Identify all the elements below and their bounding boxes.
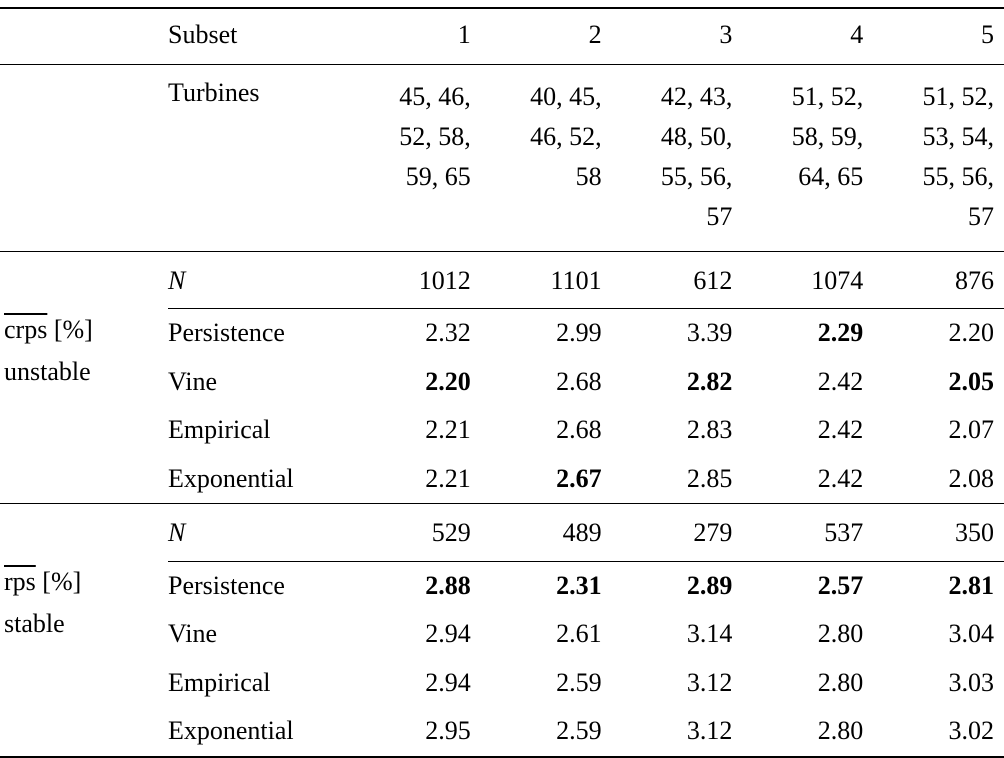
- spacer-cell: [0, 504, 168, 562]
- n-value-cell: 1074: [742, 251, 874, 309]
- score-cell: 2.32: [425, 318, 471, 347]
- score-cell: 3.04: [948, 619, 995, 648]
- score-cell: 3.12: [686, 667, 733, 697]
- score-cell: 2.95: [350, 707, 481, 758]
- method-label: Vine: [168, 366, 217, 396]
- n-value-cell: 537: [742, 503, 874, 562]
- subset-column-header: 3: [611, 7, 743, 65]
- regime-label: unstable: [4, 356, 91, 386]
- score-cell: 2.42: [817, 415, 864, 444]
- method-label: Empirical: [168, 667, 271, 697]
- turbines-cell: 42, 43, 48, 50, 55, 56, 57: [611, 64, 743, 252]
- turbines-row: Turbines 45, 46, 52, 58, 59, 65 40, 45, …: [0, 64, 1004, 252]
- turbines-cell: 40, 45, 46, 52, 58: [480, 64, 612, 252]
- n-value-cell: 612: [611, 251, 743, 309]
- method-label: Persistence: [168, 570, 285, 600]
- score-cell: 2.20: [425, 366, 471, 396]
- turbines-cell: 51, 52, 58, 59, 64, 65: [742, 64, 874, 252]
- score-cell: 2.88: [425, 570, 471, 600]
- score-cell: 3.14: [686, 619, 733, 648]
- turbines-cell: 51, 52, 53, 54, 55, 56, 57: [873, 64, 1004, 252]
- score-cell: 2.21: [350, 454, 481, 504]
- method-row-empirical: Empirical 2.21 2.68 2.83 2.42 2.07: [0, 406, 1004, 455]
- n-value-cell: 1101: [480, 251, 612, 309]
- score-cell: 2.05: [948, 366, 995, 396]
- score-cell: 2.99: [556, 318, 602, 347]
- metric-name: rps [%]: [4, 567, 82, 596]
- spacer-cell: [0, 64, 168, 252]
- metric-group-label: crps [%] unstable: [0, 308, 168, 504]
- n-row: N 529 489 279 537 350: [0, 503, 1004, 562]
- score-cell: 2.21: [425, 415, 471, 444]
- score-cell: 2.08: [873, 454, 1004, 504]
- n-row-label: N: [168, 503, 350, 562]
- score-cell: 2.89: [686, 570, 733, 600]
- metric-name: crps [%]: [4, 314, 93, 344]
- n-value-cell: 529: [350, 503, 481, 562]
- score-cell: 2.59: [556, 667, 602, 697]
- n-row-label: N: [168, 251, 350, 309]
- method-row-persistence: crps [%] unstable Persistence 2.32 2.99 …: [0, 308, 1004, 504]
- method-row-persistence: rps [%] stable Persistence 2.88 2.31 2.8…: [0, 561, 1004, 758]
- turbines-row-label: Turbines: [168, 64, 350, 252]
- score-cell: 2.29: [817, 318, 864, 347]
- score-cell: 2.20: [948, 318, 995, 347]
- turbines-cell: 45, 46, 52, 58, 59, 65: [350, 64, 481, 252]
- method-label: Exponential: [168, 707, 350, 758]
- score-cell: 2.67: [480, 454, 612, 504]
- regime-label: stable: [4, 609, 65, 638]
- method-row-vine: Vine 2.94 2.61 3.14 2.80 3.04: [0, 610, 1004, 659]
- score-cell: 2.42: [817, 366, 864, 396]
- score-cell: 2.85: [611, 454, 743, 504]
- n-value-cell: 1012: [350, 251, 481, 309]
- metric-unit: [%]: [35, 567, 82, 596]
- method-label: Exponential: [168, 454, 350, 504]
- metric-unit: [%]: [47, 314, 93, 344]
- score-cell: 2.80: [817, 667, 864, 697]
- score-cell: 2.83: [686, 415, 733, 444]
- score-cell: 2.42: [742, 454, 874, 504]
- spacer-cell: [0, 7, 168, 65]
- score-cell: 2.61: [556, 619, 602, 648]
- n-value-cell: 350: [873, 503, 1004, 562]
- score-cell: 2.94: [425, 619, 471, 648]
- method-label: Persistence: [168, 318, 285, 347]
- subset-row-label: Subset: [168, 7, 350, 65]
- score-cell: 2.59: [480, 707, 612, 758]
- method-row-vine: Vine 2.20 2.68 2.82 2.42 2.05: [0, 358, 1004, 407]
- subset-column-header: 4: [742, 7, 874, 65]
- method-label: Empirical: [168, 415, 271, 444]
- score-cell: 2.80: [742, 707, 874, 758]
- score-cell: 3.02: [873, 707, 1004, 758]
- score-cell: 3.39: [686, 318, 733, 347]
- n-value-cell: 489: [480, 503, 612, 562]
- subset-column-header: 2: [480, 7, 612, 65]
- method-row-exponential: Exponential 2.21 2.67 2.85 2.42 2.08: [0, 454, 1004, 504]
- metric-group-label: rps [%] stable: [0, 561, 168, 758]
- score-cell: 2.57: [817, 570, 864, 600]
- subset-column-header: 5: [873, 7, 1004, 65]
- score-cell: 2.31: [556, 570, 602, 600]
- score-cell: 3.12: [611, 707, 743, 758]
- score-cell: 2.68: [556, 415, 602, 444]
- method-row-empirical: Empirical 2.94 2.59 3.12 2.80 3.03: [0, 659, 1004, 708]
- spacer-cell: [0, 251, 168, 309]
- score-cell: 3.03: [948, 667, 995, 697]
- results-table: Subset 1 2 3 4 5 Turbines 45, 46, 52, 58…: [0, 7, 1004, 758]
- subset-column-header: 1: [350, 7, 481, 65]
- n-value-cell: 279: [611, 503, 743, 562]
- score-cell: 2.94: [425, 667, 471, 697]
- n-row: N 1012 1101 612 1074 876: [0, 251, 1004, 309]
- score-cell: 2.80: [817, 619, 864, 648]
- score-cell: 2.68: [556, 366, 602, 396]
- n-value-cell: 876: [873, 251, 1004, 309]
- header-row: Subset 1 2 3 4 5: [0, 7, 1004, 65]
- score-cell: 2.82: [686, 366, 733, 396]
- score-cell: 2.07: [948, 415, 995, 444]
- score-cell: 2.81: [948, 570, 995, 600]
- method-label: Vine: [168, 619, 217, 648]
